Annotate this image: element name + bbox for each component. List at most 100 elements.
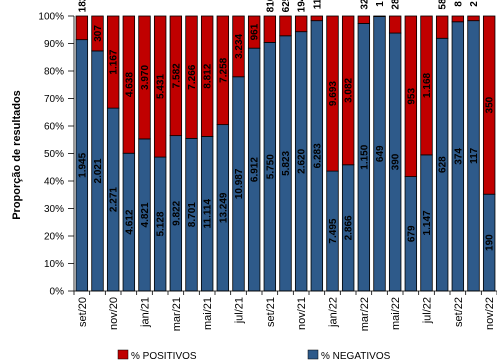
data-label-negativos: 2.866 — [344, 215, 355, 240]
x-tick-label: mar/22 — [359, 297, 371, 331]
y-tick-label: 70% — [44, 94, 64, 105]
data-label-positivos: 3.082 — [344, 77, 355, 102]
y-tick-label: 30% — [44, 204, 64, 215]
y-tick-label: 60% — [44, 122, 64, 133]
legend: % POSITIVOS % NEGATIVOS — [117, 349, 391, 362]
bar-positivos — [106, 15, 120, 109]
bar-positivos — [185, 15, 198, 139]
data-label-positivos: 9.693 — [328, 81, 339, 106]
x-tick-label: nov/20 — [108, 297, 120, 330]
data-label-positivos: 2 — [469, 1, 480, 7]
x-tick-label: nov/22 — [484, 297, 496, 330]
bar-positivos — [91, 15, 104, 52]
bar-positivos — [138, 15, 151, 140]
data-label-negativos: 5.823 — [281, 150, 292, 175]
bar-positivos — [357, 15, 371, 24]
x-tick-label: set/20 — [77, 297, 89, 327]
x-tick-label: jul/21 — [234, 297, 246, 324]
data-label-negativos: 4.612 — [124, 209, 135, 234]
x-tick-label: mai/21 — [202, 297, 214, 330]
x-axis: set/20 nov/20 jan/21 mar/21 mai/21 jul/21 set/… — [73, 16, 497, 331]
data-label-negativos: 679 — [406, 225, 417, 242]
x-tick-label: mai/22 — [390, 297, 402, 330]
data-label-negativos: 1.150 — [359, 144, 370, 169]
data-label-positivos: 307 — [93, 25, 104, 42]
data-label-negativos: 6.283 — [312, 143, 323, 168]
y-axis-ticks: 0% 10% 20% 30% 40% 50% 60% 70% 80% 90% 100% — [38, 12, 74, 298]
data-label-negativos: 2.021 — [93, 158, 104, 183]
bar-positivos — [404, 15, 418, 178]
bar-positivos — [279, 15, 292, 37]
data-label-negativos: 9.822 — [171, 200, 182, 225]
data-label-positivos: 3.970 — [140, 65, 151, 90]
data-label-negativos: 190 — [485, 234, 496, 251]
legend-label-negativos: % NEGATIVOS — [321, 351, 391, 362]
data-label-positivos: 953 — [406, 88, 417, 105]
data-label-negativos: 5.750 — [265, 154, 276, 179]
x-tick-label: nov/21 — [296, 297, 308, 330]
bar-positivos — [216, 15, 230, 126]
bar-positivos — [467, 15, 480, 22]
data-label-negativos: 1.147 — [422, 210, 433, 235]
data-label-positivos: 8.812 — [203, 63, 214, 88]
x-tick-label: jan/21 — [140, 297, 152, 328]
data-labels: 1.9451822.0213072.2711.1674.6124.6384.82… — [77, 0, 495, 251]
data-label-negativos: 628 — [438, 156, 449, 173]
bar-positivos — [232, 15, 245, 78]
x-tick-label: jul/22 — [422, 297, 434, 324]
bar-positivos — [200, 15, 214, 137]
x-tick-label: jan/22 — [328, 297, 340, 328]
bar-positivos — [435, 15, 449, 39]
data-label-positivos: 350 — [485, 96, 496, 113]
bar-positivos — [341, 15, 355, 166]
x-tick-label: set/22 — [453, 297, 465, 327]
bar-positivos — [169, 15, 183, 137]
data-label-negativos: 10.987 — [234, 168, 245, 199]
data-label-positivos: 194 — [297, 0, 308, 12]
data-label-positivos: 7.258 — [218, 57, 229, 82]
bar-positivos — [326, 15, 339, 172]
data-label-negativos: 7.495 — [328, 218, 339, 243]
y-tick-label: 20% — [44, 232, 64, 243]
bar-positivos — [294, 15, 308, 33]
data-label-positivos: 961 — [250, 23, 261, 40]
x-tick-label: mar/21 — [171, 297, 183, 331]
y-tick-label: 40% — [44, 177, 64, 188]
x-tick-label: set/21 — [265, 297, 277, 327]
legend-swatch-negativos — [307, 349, 319, 360]
bar-positivos — [388, 15, 402, 34]
data-label-positivos: 5.431 — [156, 74, 167, 99]
y-tick-label: 80% — [44, 67, 64, 78]
data-label-positivos: 182 — [77, 0, 88, 12]
data-label-negativos: 117 — [469, 147, 480, 164]
data-label-positivos: 8 — [453, 1, 464, 7]
bar-positivos — [420, 15, 433, 156]
bar-positivos — [310, 15, 324, 22]
data-label-positivos: 7.582 — [171, 63, 182, 88]
data-label-positivos: 32 — [359, 0, 370, 10]
bars — [75, 15, 496, 292]
data-label-positivos: 625 — [281, 0, 292, 12]
legend-swatch-positivos — [117, 349, 129, 360]
bar-positivos — [263, 15, 277, 43]
data-label-positivos: 3.234 — [234, 33, 245, 58]
data-label-positivos: 28 — [391, 0, 402, 10]
y-tick-label: 50% — [44, 149, 64, 160]
data-label-positivos: 58 — [438, 0, 449, 10]
bar-positivos — [482, 15, 496, 195]
data-label-negativos: 1.945 — [77, 152, 88, 177]
data-label-negativos: 4.821 — [140, 202, 151, 227]
data-label-positivos: 11 — [312, 0, 323, 9]
bar-positivos — [373, 15, 386, 17]
bar-positivos — [247, 15, 261, 49]
data-label-negativos: 390 — [391, 153, 402, 170]
data-label-positivos: 1 — [375, 1, 386, 7]
legend-label-positivos: % POSITIVOS — [131, 351, 197, 362]
data-label-positivos: 1.168 — [422, 72, 433, 97]
bar-positivos — [122, 15, 136, 154]
data-label-negativos: 2.620 — [297, 148, 308, 173]
data-label-negativos: 13.249 — [218, 192, 229, 223]
bar-positivos — [153, 15, 167, 158]
y-tick-label: 100% — [38, 12, 64, 23]
